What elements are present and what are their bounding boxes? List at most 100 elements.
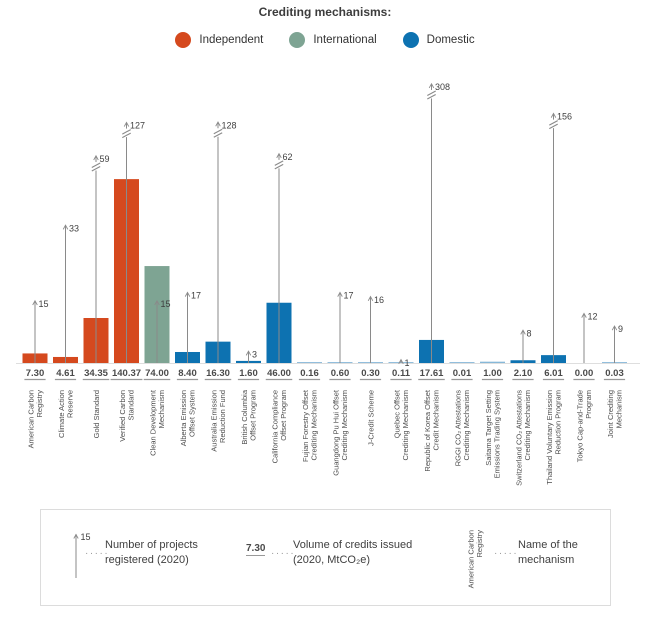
whisker-arrow-icon <box>581 312 587 318</box>
volume-label: 0.11 <box>392 368 411 379</box>
project-count-label: 62 <box>283 152 293 162</box>
axis-break-mark <box>274 163 284 170</box>
legend-label: International <box>313 34 377 46</box>
key-projects-example: 15 <box>81 532 91 542</box>
bar <box>449 362 475 363</box>
project-count-label: 17 <box>344 291 354 301</box>
international-dot-icon <box>289 32 306 48</box>
legend-label: Domestic <box>426 34 475 46</box>
project-count-label: 1 <box>405 358 410 368</box>
project-count-label: 308 <box>435 82 450 92</box>
axis-break-mark <box>122 132 131 139</box>
key-volume-label: Volume of credits issued (2020, MtCO₂e) <box>293 538 412 568</box>
chart-title: Crediting mechanisms: <box>258 5 392 19</box>
category-label: Crediting Mechanism <box>401 390 410 460</box>
bar-chart: 15 7.30 American Carbon Registry 33 4.61 Clima… <box>16 82 640 486</box>
axis-break-mark <box>213 128 223 135</box>
legend: Independent International Domestic <box>0 32 650 48</box>
key-volume-example: 7.30 <box>246 543 266 556</box>
category-label: Crediting Mechanism <box>523 390 532 460</box>
key-volume-line2: (2020, MtCO₂e) <box>293 554 371 566</box>
volume-label: 0.16 <box>300 368 319 379</box>
category-label: British Columbia <box>240 389 249 444</box>
category-label: Crediting Mechanism <box>310 390 319 460</box>
key-name-line1: Name of the <box>518 539 578 551</box>
axis-break-gap <box>427 89 436 99</box>
category-label: J-Credit Scheme <box>367 390 376 446</box>
bar <box>480 361 505 363</box>
key-name-line2: mechanism <box>518 554 575 566</box>
axis-break-mark <box>427 90 436 96</box>
dotted-leader: ····· <box>494 548 519 559</box>
bar <box>297 362 322 363</box>
category-label: Standard <box>127 390 136 420</box>
whisker-arrow-icon <box>367 295 374 302</box>
volume-label: 34.35 <box>84 368 108 379</box>
whisker-arrow-icon <box>62 224 69 230</box>
volume-label: 0.00 <box>575 368 594 379</box>
volume-label: 46.00 <box>267 368 291 379</box>
axis-break-mark <box>274 160 284 166</box>
project-count-label: 33 <box>69 223 79 233</box>
category-label: Offset System <box>188 390 197 437</box>
whisker-arrow-icon <box>611 325 618 331</box>
key-projects-line1: Number of projects <box>105 539 198 551</box>
volume-label: 74.00 <box>145 368 169 379</box>
whisker-arrow-icon <box>32 299 38 306</box>
whisker-arrow-icon <box>123 121 130 127</box>
category-label: Guangdong Pu Hui Offset <box>332 389 341 476</box>
key-name-example: American Carbon <box>467 530 476 588</box>
category-label: Republic of Korea Offset <box>423 389 432 471</box>
category-label: Program <box>584 390 593 419</box>
project-count-label: 156 <box>557 112 572 122</box>
whisker-arrow-icon <box>398 358 404 365</box>
category-label: Registry <box>35 390 44 418</box>
category-label: American Carbon <box>27 390 36 448</box>
volume-label: 0.30 <box>361 368 380 379</box>
volume-label: 16.30 <box>206 368 230 379</box>
axis-break-gap <box>213 128 223 137</box>
category-label: Emissions Trading System <box>493 390 502 478</box>
whisker-arrow-icon <box>154 299 160 306</box>
category-label: Switzerland CO₂ Attestations <box>515 390 524 486</box>
project-count-label: 128 <box>222 120 237 130</box>
category-label: Mechanism <box>615 390 624 428</box>
volume-label: 4.61 <box>56 368 75 379</box>
category-label: Crediting Mechanism <box>462 390 471 460</box>
whisker-arrow-icon <box>215 121 221 127</box>
volume-label: 7.30 <box>26 368 45 379</box>
axis-break-mark <box>91 162 101 169</box>
volume-label: 17.61 <box>420 368 444 379</box>
category-label: Joint Crediting <box>606 390 615 438</box>
axis-break-mark <box>122 129 131 135</box>
category-label: Tokyo Cap-and-Trade <box>576 390 585 462</box>
category-label: Verified Carbon <box>118 390 127 442</box>
category-label: Climate Action <box>57 390 66 438</box>
axis-break-mark <box>213 132 223 138</box>
axis-break-mark <box>427 93 436 100</box>
project-count-label: 9 <box>618 324 623 334</box>
axis-break-gap <box>274 159 284 169</box>
project-count-label: 15 <box>161 299 171 309</box>
volume-label: 140.37 <box>112 368 141 379</box>
whisker-arrow-icon <box>520 329 526 335</box>
whisker-arrow-icon <box>428 82 435 89</box>
volume-label: 0.03 <box>605 368 624 379</box>
category-label: RGGI CO₂ Attestations <box>454 390 463 467</box>
category-label: Offset Program <box>279 390 288 441</box>
project-count-label: 16 <box>374 295 384 305</box>
volume-label: 8.40 <box>178 368 197 379</box>
category-label: Mechanism <box>157 390 166 428</box>
category-label: Gold Standard <box>92 390 101 438</box>
project-count-label: 12 <box>588 312 598 322</box>
volume-label: 0.60 <box>331 368 350 379</box>
legend-label: Independent <box>199 34 264 46</box>
axis-break-gap <box>122 128 131 138</box>
project-count-label: 3 <box>252 349 257 359</box>
volume-label: 6.01 <box>544 368 563 379</box>
whisker-arrow-icon <box>245 350 252 356</box>
category-label: Credit Mechanism <box>432 390 441 450</box>
legend-item-international: International <box>289 32 377 48</box>
key-projects-line2: registered (2020) <box>105 554 189 566</box>
